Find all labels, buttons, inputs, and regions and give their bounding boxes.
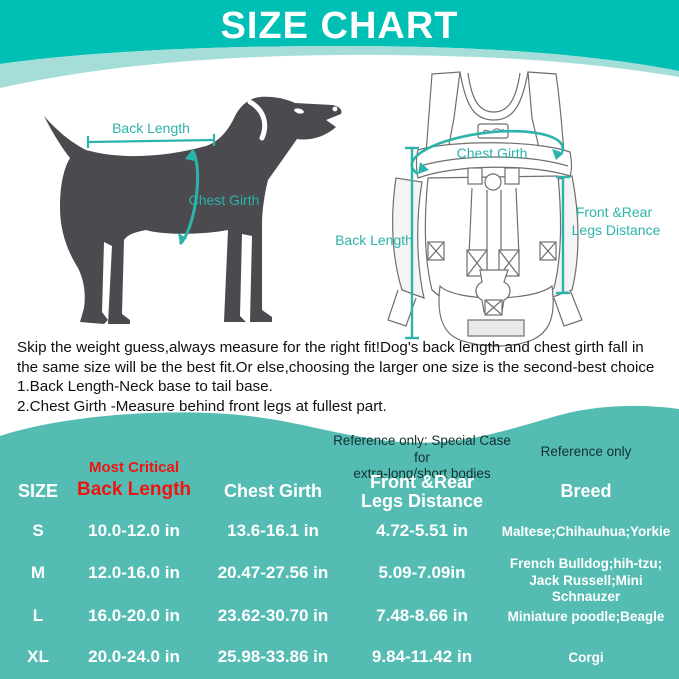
row-xl-breed: Corgi bbox=[568, 650, 604, 665]
col-header-size: SIZE bbox=[17, 481, 58, 501]
dog-nose-highlight bbox=[332, 106, 338, 112]
page-title: SIZE CHART bbox=[220, 5, 459, 47]
row-m-back-length: 12.0-16.0 in bbox=[88, 563, 180, 582]
carrier-legs-distance-label-line1: Front &Rear bbox=[576, 204, 653, 220]
dog-back-length-line bbox=[86, 134, 216, 148]
instruction-line: Skip the weight guess,always measure for… bbox=[17, 339, 644, 356]
row-l-breed: Miniature poodle;Beagle bbox=[507, 609, 665, 624]
row-m-chest-girth: 20.47-27.56 in bbox=[217, 563, 329, 582]
dog-chest-girth-label: Chest Girth bbox=[189, 192, 260, 208]
instruction-line: 1.Back Length-Neck base to tail base. bbox=[17, 378, 273, 396]
row-l-size: L bbox=[32, 606, 44, 625]
size-table-background bbox=[0, 452, 679, 679]
carrier-legs-distance-label-line2: Legs Distance bbox=[572, 222, 661, 238]
row-m-size: M bbox=[30, 563, 46, 582]
row-s-back-length: 10.0-12.0 in bbox=[88, 521, 180, 540]
col-header-chest-girth: Chest Girth bbox=[223, 481, 322, 501]
row-l-chest-girth: 23.62-30.70 in bbox=[217, 606, 329, 625]
row-l-back-length: 16.0-20.0 in bbox=[88, 606, 180, 625]
carrier-back-length-line bbox=[405, 146, 419, 340]
dog-girth-arrow-bottom bbox=[178, 233, 187, 244]
dog-girth-arrow-top bbox=[185, 150, 195, 161]
carrier-back-length-label: Back Length bbox=[335, 232, 413, 248]
dog-measurement-diagram: Back Length Chest Girth bbox=[44, 96, 342, 324]
measuring-instructions: Skip the weight guess,always measure for… bbox=[17, 338, 672, 416]
carrier-measurement-diagram: Chest Girth Back Length Front &Rear Legs… bbox=[335, 71, 661, 347]
carrier-chest-girth-label: Chest Girth bbox=[457, 145, 528, 161]
header-teal-shape bbox=[0, 0, 679, 71]
row-s-size: S bbox=[32, 521, 44, 540]
back-length-critical-note: Most Critical bbox=[88, 459, 179, 476]
row-l-legs: 7.48-8.66 in bbox=[376, 606, 468, 625]
row-m-legs: 5.09-7.09in bbox=[378, 563, 466, 582]
dog-eye bbox=[294, 108, 304, 114]
dog-chest-girth-arc bbox=[178, 149, 200, 246]
col-header-legs-distance: Front &Rear Legs Distance bbox=[360, 472, 484, 511]
header-lightteal-wave bbox=[0, 46, 679, 88]
row-m-breed: French Bulldog;hih-tzu; Jack Russell;Min… bbox=[509, 556, 663, 604]
instruction-line: the same size will be the best fit.Or el… bbox=[17, 358, 655, 376]
legs-reference-note: Reference only: Special Case for extra-l… bbox=[333, 433, 511, 481]
col-header-breed: Breed bbox=[560, 481, 612, 501]
dog-ear-highlight bbox=[247, 99, 268, 141]
row-xl-chest-girth: 25.98-33.86 in bbox=[217, 647, 329, 666]
row-s-chest-girth: 13.6-16.1 in bbox=[227, 521, 319, 540]
col-header-back-length: Back Length bbox=[76, 479, 192, 500]
breed-reference-note: Reference only bbox=[540, 444, 632, 459]
table-top-wave bbox=[0, 405, 679, 454]
carrier-line-drawing bbox=[387, 71, 583, 347]
dog-back-length-label: Back Length bbox=[112, 120, 190, 136]
row-xl-size: XL bbox=[27, 647, 49, 666]
carrier-legs-distance-line bbox=[556, 175, 570, 295]
row-xl-legs: 9.84-11.42 in bbox=[371, 647, 473, 666]
row-s-breed: Maltese;Chihauhua;Yorkie bbox=[501, 524, 671, 539]
instruction-line: 2.Chest Girth -Measure behind front legs… bbox=[17, 397, 387, 415]
row-s-legs: 4.72-5.51 in bbox=[376, 521, 468, 540]
header-wave-band bbox=[0, 0, 679, 88]
row-xl-back-length: 20.0-24.0 in bbox=[88, 647, 180, 666]
